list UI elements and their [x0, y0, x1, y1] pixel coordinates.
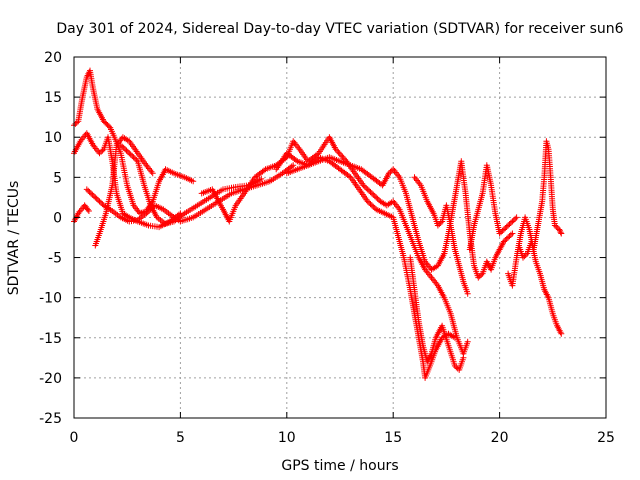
y-axis-label: SDTVAR / TECUs: [6, 181, 22, 296]
data-marker-path: [283, 154, 448, 273]
x-tick-label: 5: [176, 430, 185, 446]
y-tick-label: -20: [39, 371, 62, 387]
x-tick-label: 10: [278, 430, 296, 446]
y-tick-label: -25: [39, 411, 62, 427]
chart-title: Day 301 of 2024, Sidereal Day-to-day VTE…: [56, 21, 623, 37]
y-tick-label: -5: [48, 251, 62, 267]
x-axis-label: GPS time / hours: [281, 458, 398, 474]
y-tick-label: 0: [53, 210, 62, 226]
data-marker-path: [407, 254, 467, 373]
series-trace-g: [198, 134, 471, 357]
data-marker-path: [92, 134, 156, 249]
data-marker-path: [515, 238, 565, 337]
series-trace-m: [466, 162, 520, 253]
x-tick-label: 15: [384, 430, 402, 446]
series-trace-j: [407, 254, 467, 373]
series-trace-o: [515, 238, 565, 337]
series-trace-l: [441, 158, 516, 281]
data-marker-path: [441, 158, 516, 281]
data-marker-path: [466, 162, 520, 253]
data-marker-path: [71, 130, 184, 231]
y-tick-label: 10: [44, 130, 62, 146]
series-trace-f: [117, 142, 265, 227]
y-tick-label: 20: [44, 50, 62, 66]
grid-lines: [74, 57, 606, 418]
y-tick-label: 15: [44, 90, 62, 106]
data-marker-path: [198, 134, 471, 357]
x-tick-label: 20: [491, 430, 509, 446]
y-tick-label: -10: [39, 291, 62, 307]
data-marker-path: [117, 142, 265, 227]
y-tick-label: -15: [39, 331, 62, 347]
data-marker-path: [411, 174, 471, 297]
series-trace-i: [283, 154, 448, 273]
series-trace-c: [71, 130, 184, 231]
series-trace-e: [92, 134, 156, 249]
y-tick-label: 5: [53, 170, 62, 186]
data-points: [71, 67, 565, 381]
plot-frame: [73, 56, 607, 419]
series-trace-k: [411, 174, 471, 297]
x-tick-label: 0: [70, 430, 79, 446]
x-tick-label: 25: [597, 430, 615, 446]
axis-ticks: 0 5 10 15 20 25 -25 -20 -15 -10 -5 0 5 10 15 20: [39, 50, 615, 446]
